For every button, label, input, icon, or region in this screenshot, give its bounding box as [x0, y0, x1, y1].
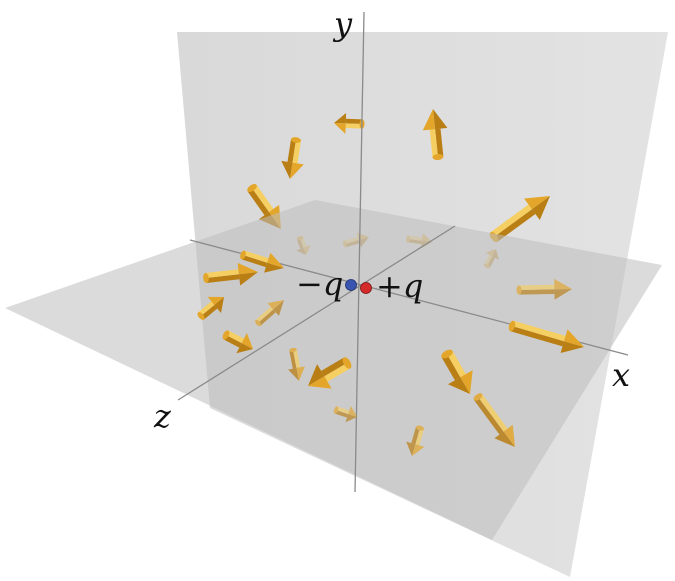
field-arrow	[255, 300, 284, 327]
positive-charge	[360, 282, 372, 294]
positive-charge-symbol: q	[403, 267, 423, 305]
field-arrow	[508, 320, 584, 353]
field-arrow	[308, 357, 352, 389]
field-arrow	[422, 109, 448, 161]
negative-charge-symbol: q	[323, 265, 343, 303]
field-arrow	[334, 113, 365, 134]
z-axis-line	[177, 225, 456, 401]
field-arrow	[288, 347, 305, 381]
field-arrow	[333, 405, 357, 423]
negative-charge	[345, 279, 357, 291]
y-axis-label: y	[332, 5, 353, 43]
z-axis-label: z	[153, 397, 172, 435]
field-arrow	[281, 137, 304, 179]
positive-charge-sign: +	[376, 267, 403, 305]
x-axis-label: x	[612, 356, 630, 394]
field-arrow	[441, 349, 473, 394]
y-axis-line	[354, 11, 365, 493]
field-arrow	[222, 330, 253, 354]
field-arrows-front	[197, 250, 584, 456]
field-arrow	[406, 425, 425, 456]
positive-charge-label: +q	[376, 267, 423, 305]
field-arrow	[516, 278, 572, 300]
negative-charge-sign: −	[296, 265, 323, 303]
field-arrows-back	[247, 109, 550, 269]
field-arrow	[197, 296, 224, 320]
field-arrow	[473, 393, 515, 447]
field-arrow	[489, 196, 550, 243]
field-arrow	[240, 250, 284, 273]
field-arrow	[203, 262, 258, 286]
negative-charge-label: −q	[296, 265, 343, 303]
